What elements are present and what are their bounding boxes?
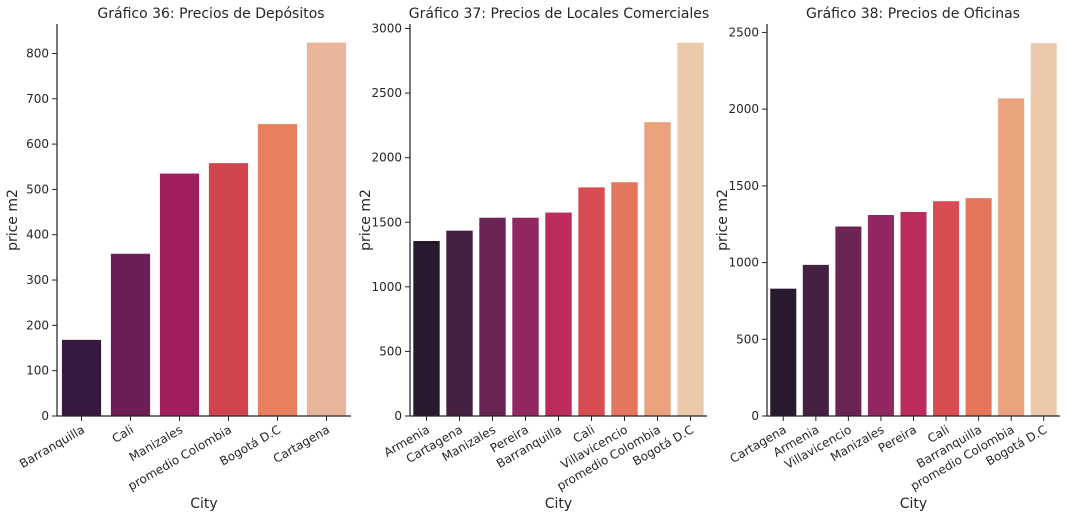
y-tick-label: 0 (394, 409, 402, 423)
bar (208, 163, 249, 416)
bar (835, 226, 862, 416)
x-tick-label: Barranquilla (17, 422, 87, 471)
y-axis-label: price m2 (715, 189, 731, 251)
y-tick-label: 1500 (728, 179, 759, 193)
chart-panel-2: 050010001500200025003000ArmeniaCartagena… (358, 6, 709, 512)
chart-title: Gráfico 38: Precios de Oficinas (806, 6, 1020, 22)
y-tick-label: 100 (26, 364, 49, 378)
bar (1030, 43, 1057, 417)
bar (611, 182, 638, 416)
y-tick-label: 1000 (371, 280, 402, 294)
bar (578, 187, 605, 416)
y-tick-label: 800 (26, 46, 49, 60)
bar (479, 217, 506, 416)
y-tick-label: 500 (26, 182, 49, 196)
bar (900, 211, 927, 416)
x-tick-label: Cali (110, 422, 136, 445)
y-tick-label: 0 (41, 409, 49, 423)
y-tick-label: 500 (736, 332, 759, 346)
chart-panel-1: 0 100 200 300 400 500 600 700 800 Barranquilla Cal… (5, 6, 351, 512)
bar (257, 124, 298, 417)
y-tick-label: 200 (26, 318, 49, 332)
y-tick-label: 700 (26, 92, 49, 106)
y-tick-label: 1000 (728, 256, 759, 270)
bar (61, 339, 102, 416)
chart-panel-3: 05001000150020002500CartagenaArmeniaVill… (715, 6, 1060, 512)
y-tick-label: 300 (26, 273, 49, 287)
bar (159, 173, 200, 416)
bar (770, 288, 797, 416)
bar (998, 98, 1025, 416)
bar (965, 198, 992, 416)
bar (802, 264, 829, 416)
x-axis-label: City (190, 496, 217, 512)
chart-title: Gráfico 36: Precios de Depósitos (97, 6, 324, 22)
bar (545, 212, 572, 416)
bar (446, 230, 473, 416)
y-tick-label: 2500 (371, 86, 402, 100)
x-axis-label: City (545, 496, 572, 512)
y-tick-label: 2000 (728, 102, 759, 116)
bar (110, 253, 151, 416)
bar (413, 240, 440, 416)
bar (867, 215, 894, 416)
y-axis-label: price m2 (358, 189, 374, 251)
x-tick-label: Cartagena (271, 422, 332, 465)
y-tick-label: 500 (379, 344, 402, 358)
y-tick-label: 600 (26, 137, 49, 151)
y-axis-label: price m2 (5, 189, 21, 251)
y-tick-label: 400 (26, 228, 49, 242)
bar (644, 122, 671, 416)
y-tick-label: 3000 (371, 22, 402, 36)
y-tick-label: 0 (751, 409, 759, 423)
bar (677, 42, 704, 416)
bar (512, 217, 539, 416)
y-tick-label: 1500 (371, 215, 402, 229)
bar (933, 201, 960, 416)
y-tick-label: 2500 (728, 25, 759, 39)
x-axis-label: City (900, 496, 927, 512)
y-tick-label: 2000 (371, 151, 402, 165)
chart-title: Gráfico 37: Precios de Locales Comercial… (409, 6, 709, 22)
bar (306, 42, 347, 416)
